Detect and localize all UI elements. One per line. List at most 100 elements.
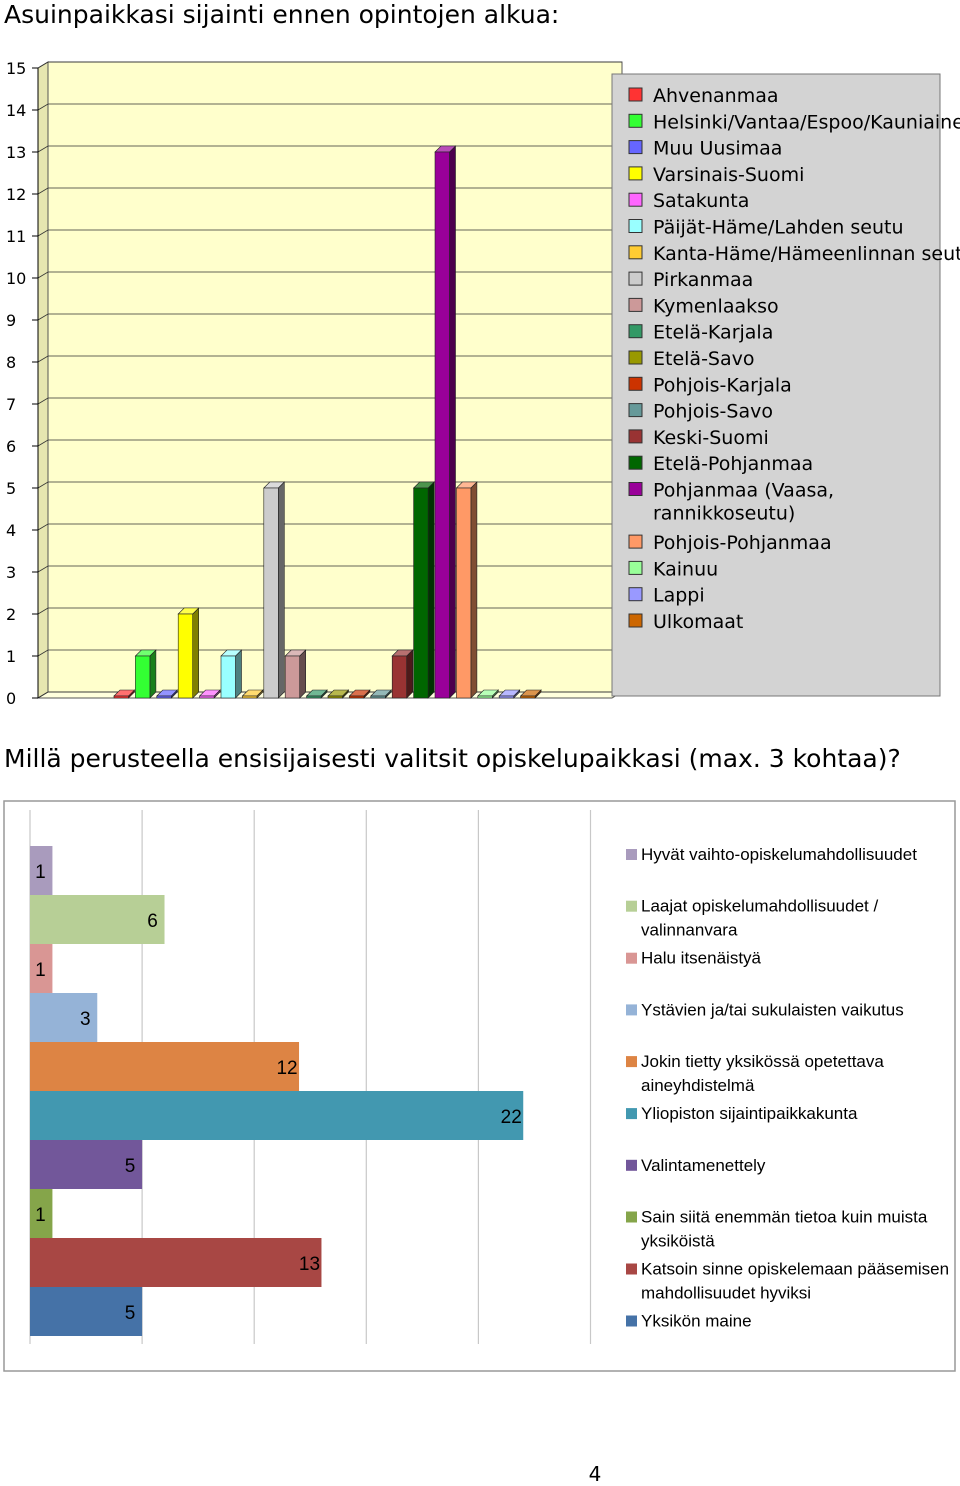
legend-label: Helsinki/Vantaa/Espoo/Kauniainen bbox=[653, 111, 960, 133]
legend-label: mahdollisuudet hyviksi bbox=[641, 1284, 811, 1303]
legend-label: Satakunta bbox=[653, 190, 749, 212]
legend-swatch bbox=[626, 1004, 637, 1016]
y-tick-label: 14 bbox=[6, 101, 26, 120]
bar-side bbox=[470, 481, 478, 699]
bar-front bbox=[370, 695, 386, 699]
legend-swatch bbox=[626, 1211, 637, 1223]
legend-label: Varsinais-Suomi bbox=[653, 164, 804, 186]
data-label: 6 bbox=[147, 911, 158, 932]
bar-front bbox=[199, 695, 215, 699]
bar bbox=[134, 649, 157, 699]
bar-front bbox=[263, 487, 279, 699]
bar-side bbox=[299, 649, 307, 699]
data-label: 1 bbox=[35, 960, 46, 981]
bar bbox=[498, 689, 521, 699]
bar-side bbox=[149, 649, 157, 699]
data-label: 1 bbox=[35, 862, 46, 883]
bar-side bbox=[235, 649, 242, 699]
legend-swatch bbox=[628, 192, 643, 207]
gridline bbox=[37, 61, 622, 69]
legend-swatch bbox=[628, 455, 643, 470]
bar bbox=[455, 481, 478, 699]
bar bbox=[30, 1042, 300, 1091]
legend-swatch bbox=[626, 1056, 637, 1068]
legend-label: Katsoin sinne opiskelemaan pääsemisen bbox=[641, 1260, 949, 1279]
y-tick-label: 10 bbox=[6, 269, 26, 288]
legend-swatch bbox=[626, 1315, 637, 1327]
y-tick-label: 4 bbox=[6, 521, 16, 540]
legend-swatch bbox=[628, 87, 643, 102]
data-label: 12 bbox=[276, 1058, 297, 1079]
legend-swatch bbox=[628, 245, 643, 260]
bar-front bbox=[242, 695, 258, 699]
bar-front bbox=[477, 695, 493, 699]
legend-label: Jokin tietty yksikössä opetettava bbox=[641, 1052, 884, 1071]
bar-front bbox=[498, 695, 515, 699]
legend-swatch bbox=[628, 324, 643, 339]
bar bbox=[477, 689, 500, 699]
bar bbox=[156, 689, 179, 699]
legend-swatch bbox=[626, 1159, 637, 1171]
y-tick-label: 13 bbox=[6, 143, 26, 162]
legend-label: Yliopiston sijaintipaikkakunta bbox=[641, 1104, 858, 1123]
bar-front bbox=[284, 655, 301, 699]
bar-front bbox=[327, 695, 343, 699]
y-tick-label: 2 bbox=[6, 605, 16, 624]
legend-swatch bbox=[626, 1108, 637, 1120]
bar bbox=[241, 689, 264, 699]
legend-label: Muu Uusimaa bbox=[653, 138, 782, 160]
bar-side bbox=[427, 481, 435, 699]
bar-front bbox=[177, 613, 193, 699]
gridline bbox=[37, 187, 622, 195]
legend-swatch bbox=[628, 113, 643, 128]
legend-label: Laajat opiskelumahdollisuudet / bbox=[641, 897, 878, 916]
legend-label: Yksikön maine bbox=[641, 1312, 752, 1331]
page-number: 4 bbox=[588, 1462, 602, 1486]
legend-swatch bbox=[628, 271, 643, 286]
bar bbox=[284, 649, 307, 699]
bar bbox=[263, 481, 286, 699]
bar bbox=[30, 944, 53, 993]
chart2-heading: Millä perusteella ensisijaisesti valitsi… bbox=[4, 744, 901, 773]
legend-swatch bbox=[628, 587, 643, 602]
legend-label: Päijät-Häme/Lahden seutu bbox=[653, 217, 904, 239]
bar-front bbox=[113, 695, 129, 699]
legend-swatch bbox=[628, 350, 643, 365]
legend-label: Hyvät vaihto-opiskelumahdollisuudet bbox=[641, 845, 917, 864]
bar bbox=[30, 1140, 143, 1189]
bar bbox=[113, 689, 136, 699]
bar-side bbox=[406, 649, 414, 699]
legend-swatch bbox=[628, 534, 643, 549]
legend-label: rannikkoseutu) bbox=[653, 503, 795, 525]
y-tick-label: 9 bbox=[6, 311, 16, 330]
data-label: 1 bbox=[35, 1205, 46, 1226]
legend-label: Ystävien ja/tai sukulaisten vaikutus bbox=[641, 1000, 904, 1019]
legend-label: Pohjois-Savo bbox=[653, 401, 773, 423]
bar bbox=[519, 689, 542, 699]
bar bbox=[370, 689, 393, 699]
legend-label: Pirkanmaa bbox=[653, 269, 753, 291]
data-label: 22 bbox=[501, 1107, 522, 1128]
legend-label: Halu itsenäistyä bbox=[641, 949, 762, 968]
bar-front bbox=[413, 487, 429, 699]
gridline bbox=[37, 271, 622, 279]
bar bbox=[30, 1287, 143, 1336]
plot-side-wall bbox=[37, 61, 49, 699]
bar-front bbox=[456, 487, 472, 699]
y-tick-label: 8 bbox=[6, 353, 16, 372]
legend-swatch bbox=[628, 376, 643, 391]
y-tick-label: 15 bbox=[6, 60, 26, 78]
legend-swatch bbox=[628, 403, 643, 418]
bar bbox=[327, 689, 350, 699]
bar-front bbox=[391, 655, 408, 699]
bar-front bbox=[156, 695, 172, 699]
legend-label: aineyhdistelmä bbox=[641, 1076, 755, 1095]
bar-front bbox=[434, 151, 450, 699]
bar bbox=[348, 689, 371, 699]
legend-label: Valintamenettely bbox=[641, 1156, 766, 1175]
bar bbox=[30, 1238, 322, 1287]
gridline bbox=[37, 103, 622, 111]
bar bbox=[391, 649, 414, 699]
y-tick-label: 12 bbox=[6, 185, 26, 204]
